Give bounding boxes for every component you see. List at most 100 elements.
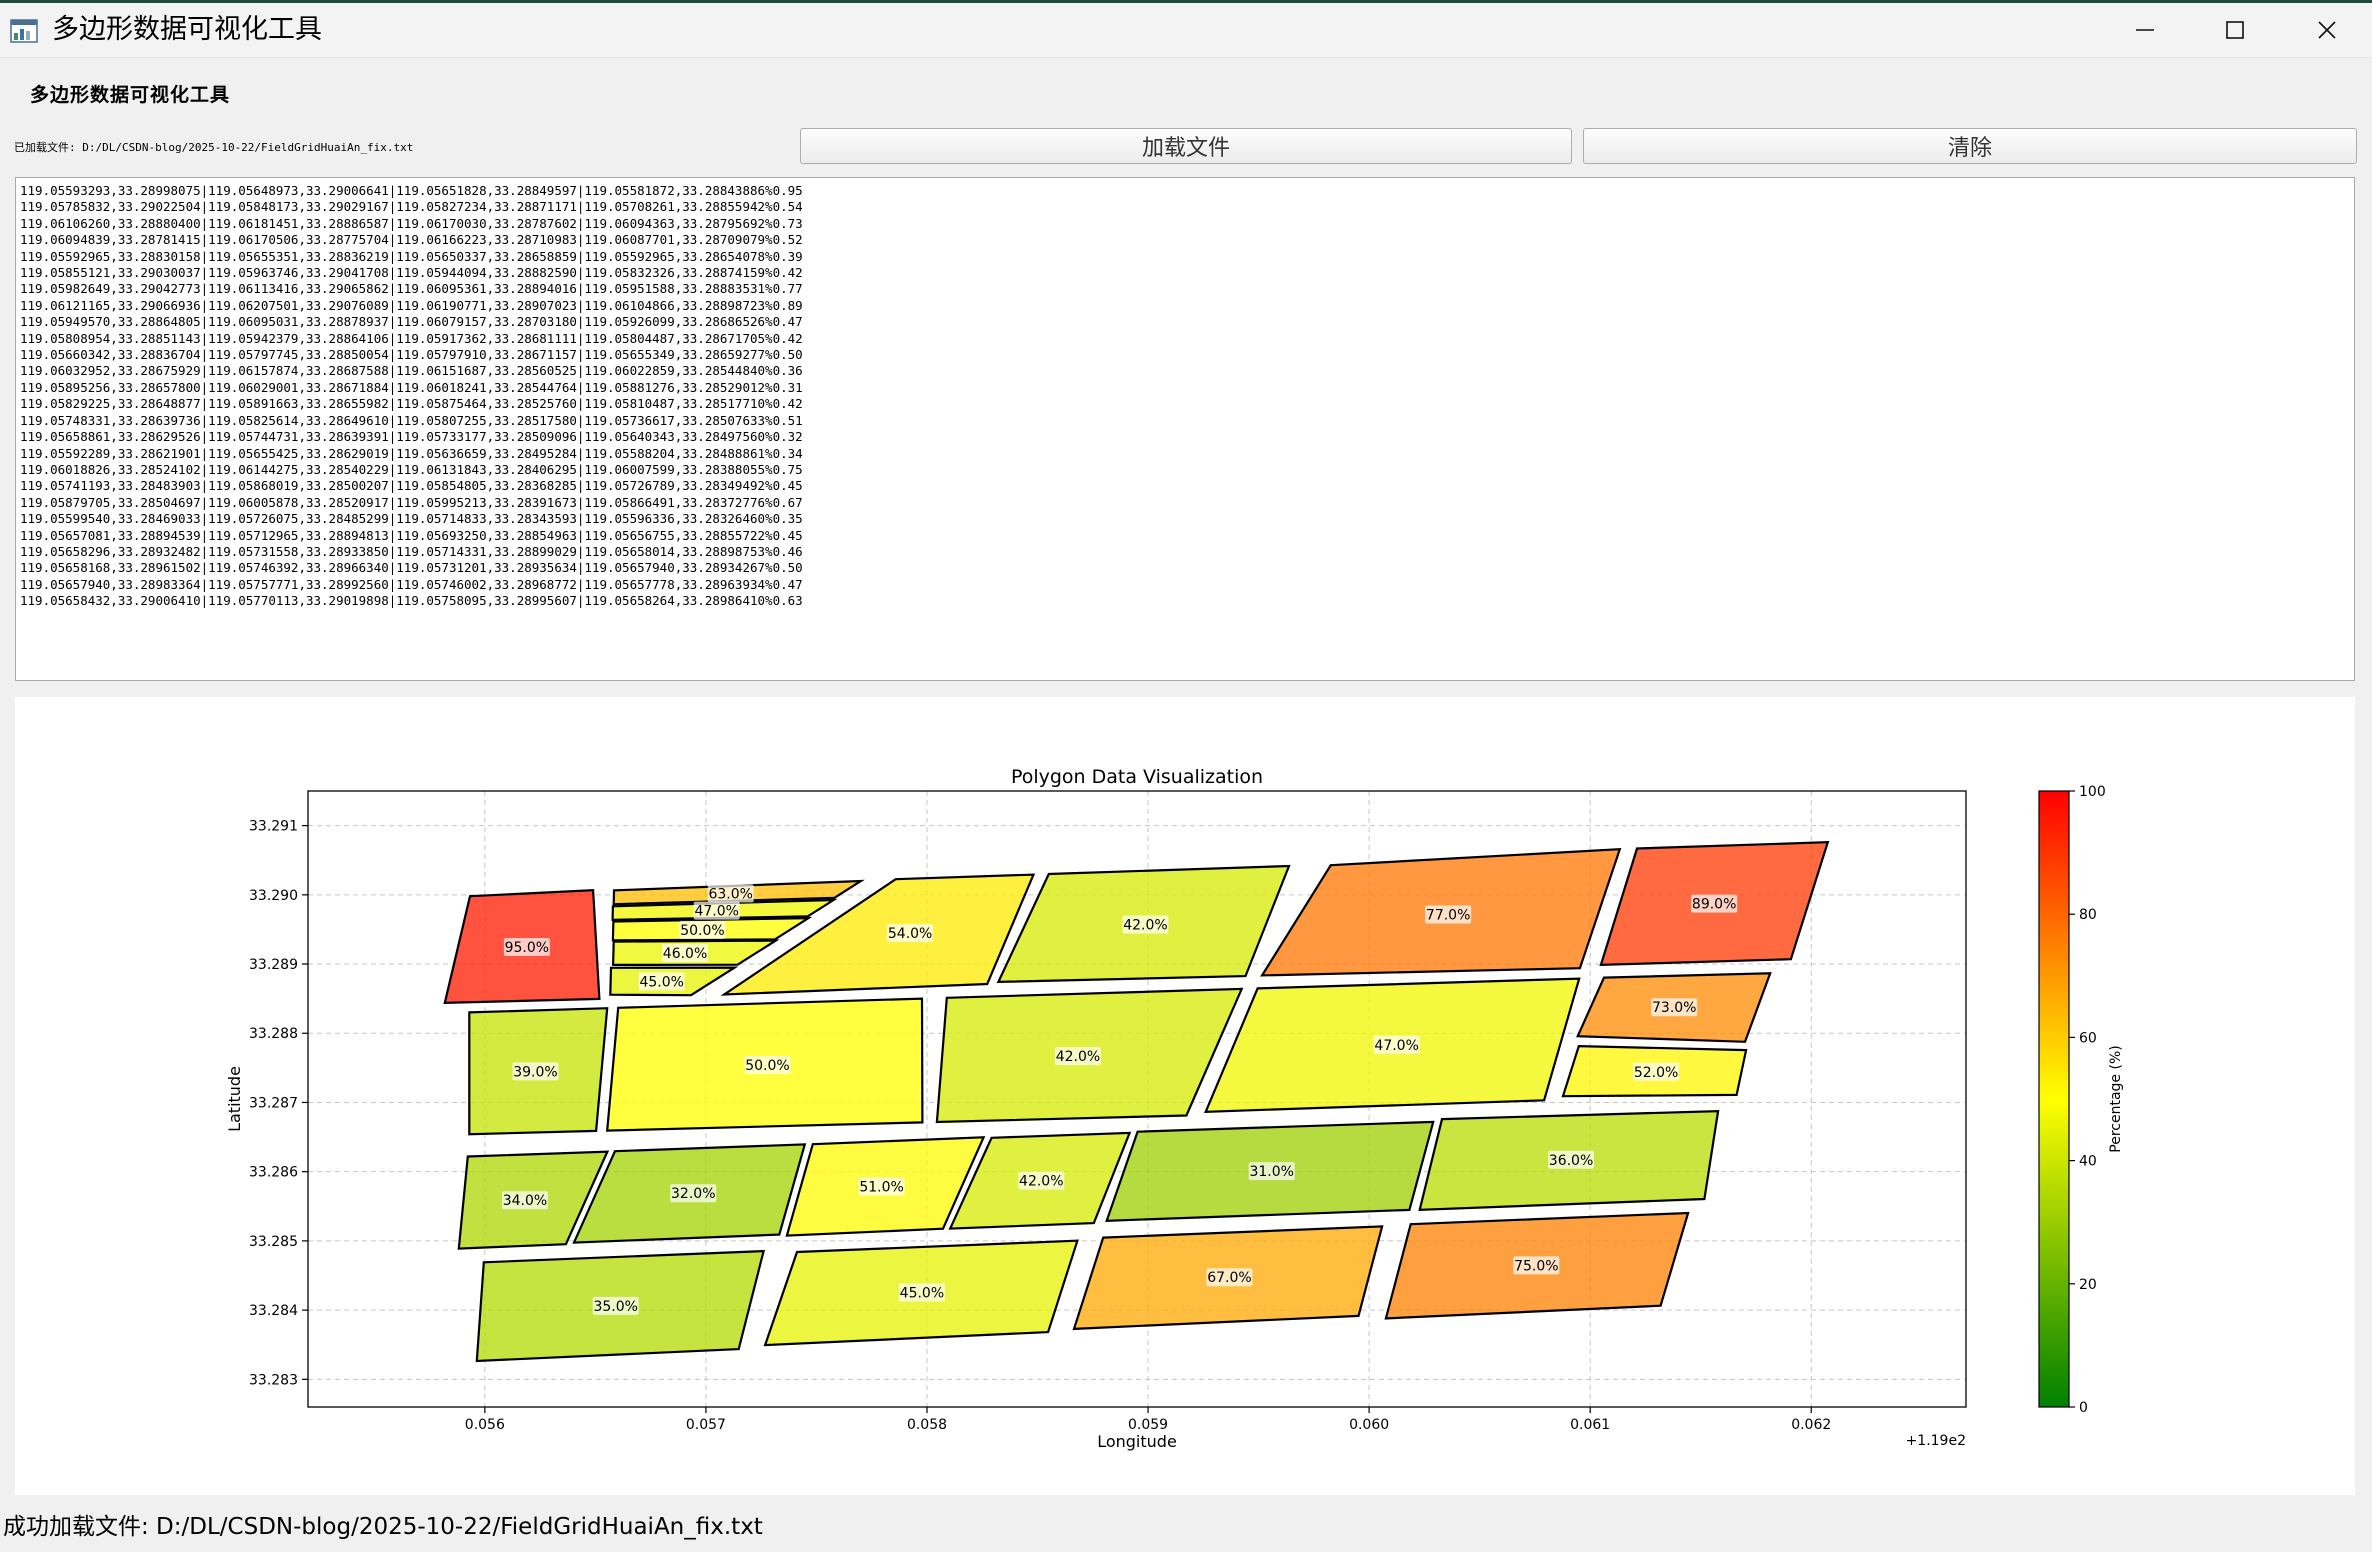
- text-line: 119.05593293,33.28998075|119.05648973,33…: [20, 183, 803, 198]
- text-line: 119.05741193,33.28483903|119.05868019,33…: [20, 478, 803, 494]
- maximize-icon: [2226, 21, 2244, 39]
- y-tick-label: 33.283: [249, 1372, 298, 1388]
- axes-frame: [307, 790, 1967, 1408]
- polygon-label-background: [887, 924, 934, 943]
- polygon-label-background: [512, 1062, 559, 1081]
- text-line: 119.05785832,33.29022504|119.05848173,33…: [20, 199, 803, 215]
- y-tick-label: 33.290: [249, 888, 298, 904]
- polygon-label-background: [1018, 1171, 1065, 1190]
- text-line: 119.05657081,33.28894539|119.05712965,33…: [20, 527, 803, 543]
- polygon-label: 39.0%: [513, 1064, 557, 1080]
- x-tick-label: 0.058: [907, 1417, 947, 1433]
- polygon-label-background: [503, 938, 550, 957]
- polygon-label-background: [1122, 915, 1169, 934]
- text-line: 119.05808954,33.28851143|119.05942379,33…: [20, 330, 803, 346]
- y-tick-label: 33.287: [249, 1095, 298, 1111]
- polygon-label-background: [679, 920, 726, 939]
- polygon-label: 73.0%: [1652, 1000, 1696, 1016]
- x-tick-label: 0.062: [1791, 1417, 1831, 1433]
- polygon-label: 54.0%: [888, 926, 932, 942]
- y-tick-label: 33.291: [249, 819, 298, 835]
- polygon-label-background: [670, 1184, 717, 1203]
- plot-canvas: 95.0% 54.0% 73.0% 52.0% 39.0% 42.0% 77.0% 89.0%…: [15, 697, 2355, 1495]
- colorbar-tick-label: 60: [2079, 1030, 2097, 1046]
- text-line: 119.06106260,33.28880400|119.06181451,33…: [20, 215, 803, 231]
- text-line: 119.05829225,33.28648877|119.05891663,33…: [20, 396, 803, 412]
- x-tick-label: 0.056: [465, 1417, 505, 1433]
- y-tick-label: 33.286: [249, 1165, 298, 1181]
- text-line: 119.05657940,33.28983364|119.05757771,33…: [20, 576, 803, 592]
- text-line: 119.05658168,33.28961502|119.05746392,33…: [20, 560, 803, 576]
- polygon-label: 42.0%: [1123, 917, 1167, 933]
- colorbar-tick-label: 40: [2079, 1154, 2097, 1170]
- polygon-label-background: [662, 943, 709, 962]
- text-line: 119.05658296,33.28932482|119.05731558,33…: [20, 543, 803, 559]
- chart-title: Polygon Data Visualization: [1011, 766, 1263, 788]
- load-file-button[interactable]: 加载文件: [800, 128, 1572, 164]
- chart-app-icon: [10, 19, 38, 43]
- y-tick-label: 33.289: [249, 957, 298, 973]
- polygon-label-background: [501, 1191, 548, 1210]
- maximize-button[interactable]: [2190, 3, 2280, 57]
- text-line: 119.06018826,33.28524102|119.06144275,33…: [20, 461, 803, 477]
- polygon-label: 89.0%: [1692, 897, 1736, 913]
- polygon-label-background: [1633, 1062, 1680, 1081]
- y-tick-label: 33.284: [249, 1303, 298, 1319]
- colorbar-tick-label: 20: [2079, 1277, 2097, 1293]
- polygon-label: 67.0%: [1207, 1270, 1251, 1286]
- x-tick-label: 0.057: [686, 1417, 726, 1433]
- polygon-label-background: [1054, 1047, 1101, 1066]
- colorbar-tick-label: 100: [2079, 784, 2106, 800]
- text-line: 119.05895256,33.28657800|119.06029001,33…: [20, 379, 803, 395]
- data-text-area[interactable]: 119.05593293,33.28998075|119.05648973,33…: [15, 177, 2355, 681]
- polygon-label-background: [693, 901, 740, 920]
- text-line: 119.05748331,33.28639736|119.05825614,33…: [20, 412, 803, 428]
- polygon-cell: [720, 873, 1036, 996]
- polygon-label: 63.0%: [708, 886, 752, 902]
- y-tick-label: 33.285: [249, 1234, 298, 1250]
- polygon-label: 45.0%: [900, 1285, 944, 1301]
- polygon-label-background: [744, 1055, 791, 1074]
- polygon-label: 45.0%: [639, 974, 683, 990]
- polygon-label: 95.0%: [505, 940, 549, 956]
- polygon-label: 42.0%: [1056, 1049, 1100, 1065]
- x-tick-label: 0.060: [1349, 1417, 1389, 1433]
- polygon-label-background: [1373, 1035, 1420, 1054]
- text-line: 119.05982649,33.29042773|119.06113416,33…: [20, 281, 803, 297]
- clear-button[interactable]: 清除: [1583, 128, 2357, 164]
- polygon-label: 47.0%: [1374, 1038, 1418, 1054]
- x-tick-label: 0.059: [1128, 1417, 1168, 1433]
- title-bar: 多边形数据可视化工具: [0, 3, 2372, 58]
- polygon-label-background: [1425, 905, 1472, 924]
- text-line: 119.06094839,33.28781415|119.06170506,33…: [20, 232, 803, 248]
- polygon-label: 42.0%: [1019, 1174, 1063, 1190]
- colorbar-tick-label: 0: [2079, 1400, 2088, 1416]
- polygon-label: 32.0%: [671, 1186, 715, 1202]
- polygon-label-background: [638, 972, 685, 991]
- polygon-label: 52.0%: [1634, 1065, 1678, 1081]
- app-heading: 多边形数据可视化工具: [30, 84, 231, 106]
- text-line: 119.05599540,33.28469033|119.05726075,33…: [20, 511, 803, 527]
- polygon-label: 50.0%: [680, 923, 724, 939]
- minimize-icon: [2136, 29, 2154, 31]
- text-line: 119.05949570,33.28864805|119.06095031,33…: [20, 314, 803, 330]
- text-line: 119.05658432,33.29006410|119.05770113,33…: [20, 593, 803, 609]
- minimize-button[interactable]: [2100, 3, 2190, 57]
- colorbar: [2038, 790, 2070, 1408]
- colorbar-label: Percentage (%): [2108, 1045, 2124, 1152]
- loaded-file-label: 已加载文件: D:/DL/CSDN-blog/2025-10-22/FieldG…: [14, 141, 414, 154]
- polygon-label: 47.0%: [694, 904, 738, 920]
- close-button[interactable]: [2282, 3, 2372, 57]
- polygon-label-background: [592, 1296, 639, 1315]
- y-tick-label: 33.288: [249, 1026, 298, 1042]
- polygon-label-background: [707, 884, 754, 903]
- polygon-label: 35.0%: [593, 1299, 637, 1315]
- x-offset-label: +1.19e2: [1906, 1433, 1966, 1449]
- polygon-label-background: [1691, 894, 1738, 913]
- polygon-label: 31.0%: [1249, 1164, 1293, 1180]
- polygon-label: 34.0%: [503, 1193, 547, 1209]
- text-line: 119.05592289,33.28621901|119.05655425,33…: [20, 445, 803, 461]
- text-line: 119.05658861,33.28629526|119.05744731,33…: [20, 429, 803, 445]
- x-axis-label: Longitude: [1097, 1432, 1177, 1451]
- polygon-label-background: [1513, 1256, 1560, 1275]
